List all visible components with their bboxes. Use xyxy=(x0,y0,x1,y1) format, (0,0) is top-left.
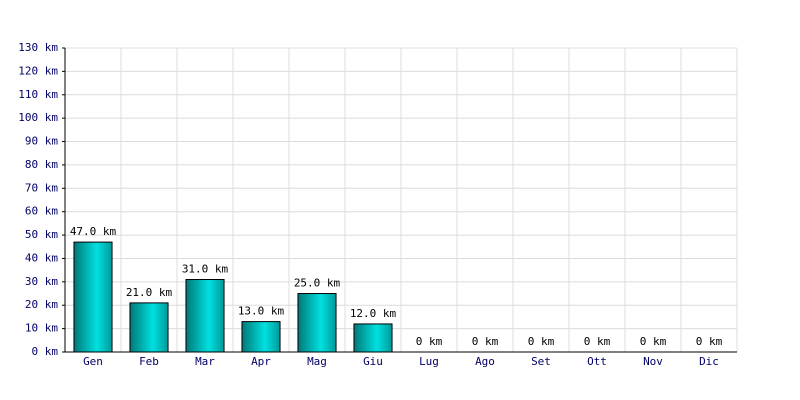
value-label: 0 km xyxy=(696,335,723,348)
x-tick-label: Giu xyxy=(363,355,383,368)
x-tick-label: Set xyxy=(531,355,551,368)
y-tick-label: 10 km xyxy=(25,322,58,335)
y-tick-label: 60 km xyxy=(25,205,58,218)
y-tick-label: 100 km xyxy=(18,111,58,124)
x-tick-label: Nov xyxy=(643,355,663,368)
value-label: 0 km xyxy=(416,335,443,348)
value-label: 31.0 km xyxy=(182,263,229,276)
value-label: 21.0 km xyxy=(126,286,173,299)
y-tick-label: 30 km xyxy=(25,275,58,288)
value-label: 0 km xyxy=(528,335,555,348)
value-label: 0 km xyxy=(584,335,611,348)
value-label: 12.0 km xyxy=(350,307,397,320)
bar xyxy=(73,241,113,353)
y-tick-label: 20 km xyxy=(25,298,58,311)
y-tick-label: 70 km xyxy=(25,181,58,194)
bar xyxy=(129,302,169,353)
x-tick-label: Gen xyxy=(83,355,103,368)
y-tick-label: 80 km xyxy=(25,158,58,171)
y-tick-label: 50 km xyxy=(25,228,58,241)
y-tick-label: 0 km xyxy=(32,345,59,358)
x-tick-label: Feb xyxy=(139,355,159,368)
x-tick-label: Apr xyxy=(251,355,271,368)
value-label: 13.0 km xyxy=(238,305,285,318)
value-label: 0 km xyxy=(472,335,499,348)
y-tick-label: 90 km xyxy=(25,135,58,148)
bar xyxy=(297,293,337,353)
value-label: 0 km xyxy=(640,335,667,348)
y-tick-label: 120 km xyxy=(18,64,58,77)
bar xyxy=(353,323,393,353)
value-label: 47.0 km xyxy=(70,225,117,238)
x-tick-label: Ago xyxy=(475,355,495,368)
x-tick-label: Mag xyxy=(307,355,327,368)
x-tick-label: Lug xyxy=(419,355,439,368)
bar xyxy=(241,321,281,353)
y-tick-label: 40 km xyxy=(25,251,58,264)
value-label: 25.0 km xyxy=(294,277,341,290)
x-tick-label: Mar xyxy=(195,355,215,368)
bar xyxy=(185,279,225,353)
x-tick-label: Ott xyxy=(587,355,607,368)
x-tick-label: Dic xyxy=(699,355,719,368)
y-tick-label: 130 km xyxy=(18,41,58,54)
y-tick-label: 110 km xyxy=(18,88,58,101)
